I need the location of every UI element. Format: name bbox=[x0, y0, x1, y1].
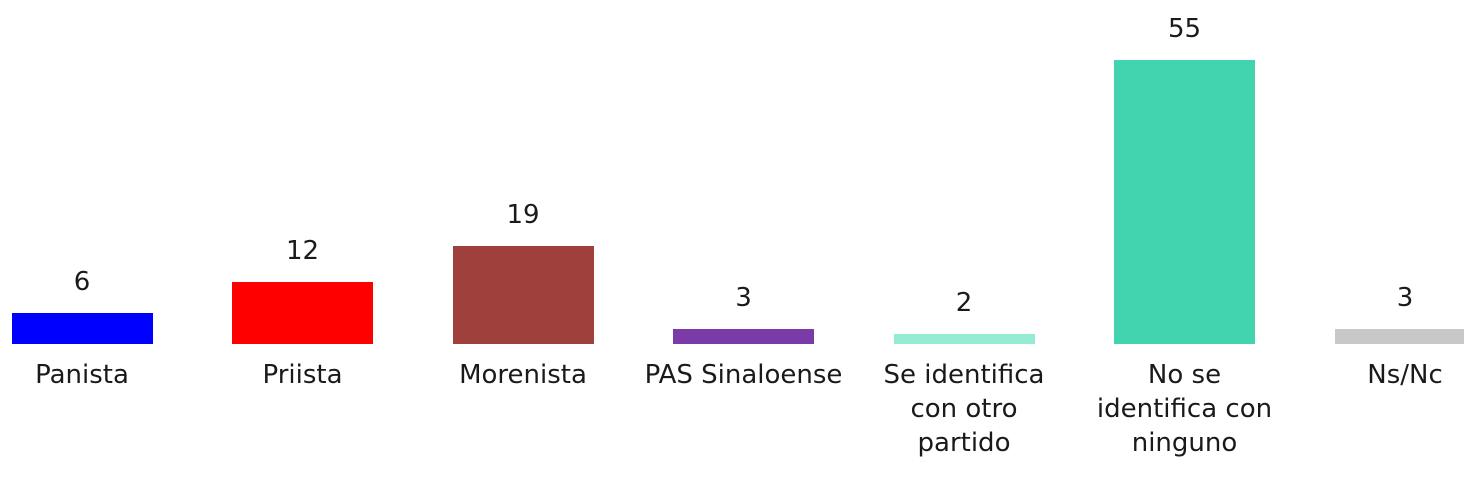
bar bbox=[1114, 60, 1255, 344]
category-label: PAS Sinaloense bbox=[644, 360, 843, 390]
category-label: Morenista bbox=[459, 360, 587, 390]
data-label: 2 bbox=[955, 287, 973, 318]
bar bbox=[452, 245, 594, 344]
bar bbox=[673, 328, 814, 344]
category-label: No se identifica con ninguno bbox=[1096, 360, 1273, 458]
data-label: 12 bbox=[285, 236, 320, 267]
bar bbox=[11, 313, 153, 344]
category-label: Ns/Nc bbox=[1367, 360, 1443, 390]
data-label: 19 bbox=[506, 199, 540, 230]
bar bbox=[1334, 328, 1464, 344]
data-label: 6 bbox=[73, 267, 91, 298]
category-label: Priista bbox=[262, 360, 343, 390]
category-label: Se identifica con otro partido bbox=[883, 360, 1045, 458]
bar bbox=[893, 333, 1035, 344]
data-label: 3 bbox=[735, 282, 752, 313]
category-label: Panista bbox=[35, 360, 129, 390]
data-label: 55 bbox=[1167, 14, 1202, 44]
data-label: 3 bbox=[1396, 282, 1414, 313]
bar bbox=[232, 282, 373, 344]
